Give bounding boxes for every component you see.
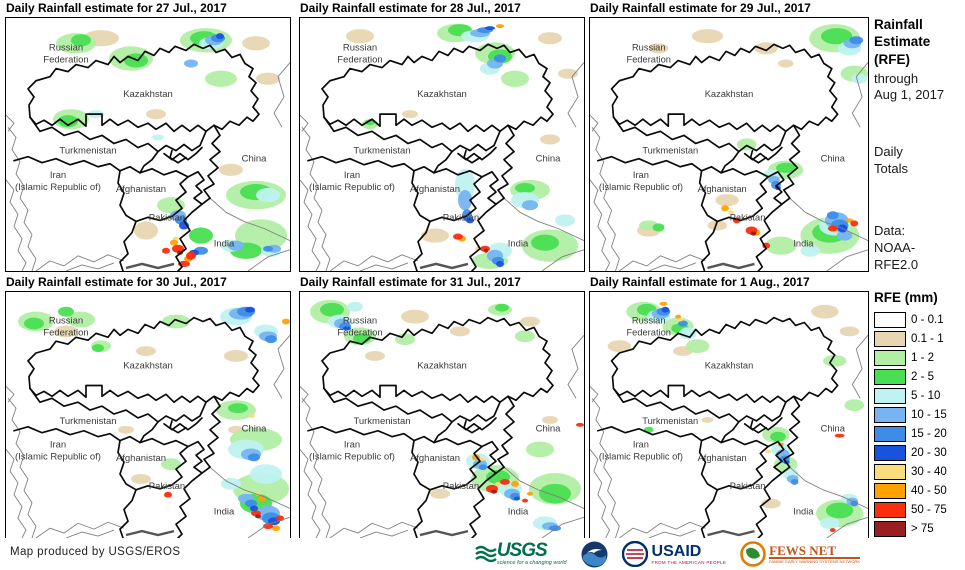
legend-swatch: [874, 425, 906, 442]
legend-title: RFE (mm): [874, 290, 938, 305]
noaa-seal-icon: [581, 541, 608, 567]
legend-swatch: [874, 387, 906, 404]
map-panel-31jul: Daily Rainfall estimate for 31 Jul., 201…: [299, 275, 585, 539]
panel-title: Daily Rainfall estimate for 30 Jul., 201…: [6, 275, 227, 289]
legend-item: > 75: [874, 519, 965, 538]
fewsnet-globe-icon: [740, 541, 766, 567]
usaid-tagline: FROM THE AMERICAN PEOPLE: [651, 559, 727, 565]
legend-label: 50 - 75: [911, 503, 947, 516]
legend-swatch: [874, 463, 906, 480]
legend-item: 10 - 15: [874, 405, 965, 424]
usaid-wordmark: USAID: [651, 542, 702, 560]
map-credit: Map produced by USGS/EROS: [10, 546, 181, 558]
map-canvas[interactable]: [5, 291, 291, 539]
legend-item: 2 - 5: [874, 367, 965, 386]
legend-item: 0 - 0.1: [874, 310, 965, 329]
legend-swatch: [874, 330, 906, 347]
panel-title: Daily Rainfall estimate for 28 Jul., 201…: [300, 1, 521, 15]
legend: RFE (mm) 0 - 0.1 0.1 - 1 1 - 2 2 - 5 5 - 10 1…: [874, 290, 965, 557]
legend-swatch: [874, 311, 906, 328]
legend-swatch: [874, 520, 906, 537]
sidebar-data-source: Data: NOAA- RFE2.0: [874, 223, 919, 272]
panel-title: Daily Rainfall estimate for 29 Jul., 201…: [590, 1, 811, 15]
legend-label: 1 - 2: [911, 351, 935, 364]
noaa-logo[interactable]: [581, 541, 608, 568]
usgs-waves-icon: [475, 545, 497, 563]
legend-swatch: [874, 482, 906, 499]
sidebar-heading: Rainfall Estimate (RFE): [874, 17, 931, 67]
map-panel-28jul: Daily Rainfall estimate for 28 Jul., 201…: [299, 1, 585, 272]
usaid-seal-icon: [621, 541, 648, 567]
map-canvas[interactable]: [299, 291, 585, 539]
logo-strip: USGS science for a changing world USAID …: [475, 539, 860, 569]
legend-item: 0.1 - 1: [874, 329, 965, 348]
legend-label: > 75: [911, 522, 934, 535]
usgs-wordmark: USGS: [496, 540, 548, 562]
legend-swatch: [874, 444, 906, 461]
sidebar-through-date: through Aug 1, 2017: [874, 70, 945, 103]
footer: Map produced by USGS/EROS USGS science f…: [0, 538, 965, 570]
sidebar-period: Daily Totals: [874, 144, 908, 176]
legend-swatch: [874, 501, 906, 518]
map-canvas[interactable]: [589, 291, 869, 539]
legend-label: 2 - 5: [911, 370, 935, 383]
legend-label: 40 - 50: [911, 484, 947, 497]
map-panel-29jul: Daily Rainfall estimate for 29 Jul., 201…: [589, 1, 869, 272]
usgs-logo[interactable]: USGS science for a changing world: [475, 540, 567, 566]
legend-label: 5 - 10: [911, 389, 941, 402]
legend-label: 15 - 20: [911, 427, 947, 440]
sidebar: Rainfall Estimate (RFE) through Aug 1, 2…: [874, 16, 964, 273]
fewsnet-logo[interactable]: FEWS NET FAMINE EARLY WARNING SYSTEMS NE…: [740, 541, 860, 567]
legend-label: 20 - 30: [911, 446, 947, 459]
map-canvas[interactable]: [5, 17, 291, 272]
map-panel-30jul: Daily Rainfall estimate for 30 Jul., 201…: [5, 275, 291, 539]
panel-title: Daily Rainfall estimate for 31 Jul., 201…: [300, 275, 521, 289]
fewsnet-tagline: FAMINE EARLY WARNING SYSTEMS NETWORK: [769, 559, 860, 565]
map-panel-1aug: Daily Rainfall estimate for 1 Aug., 2017: [589, 275, 869, 539]
legend-label: 30 - 40: [911, 465, 947, 478]
legend-item: 15 - 20: [874, 424, 965, 443]
legend-label: 10 - 15: [911, 408, 947, 421]
fewsnet-wordmark: FEWS NET: [769, 544, 860, 560]
panel-title: Daily Rainfall estimate for 1 Aug., 2017: [590, 275, 810, 289]
legend-swatch: [874, 406, 906, 423]
legend-item: 20 - 30: [874, 443, 965, 462]
panel-title: Daily Rainfall estimate for 27 Jul., 201…: [6, 1, 227, 15]
map-canvas[interactable]: [299, 17, 585, 272]
legend-swatch: [874, 368, 906, 385]
legend-label: 0 - 0.1: [911, 313, 944, 326]
legend-swatch: [874, 349, 906, 366]
usgs-tagline: science for a changing world: [496, 559, 567, 566]
legend-item: 1 - 2: [874, 348, 965, 367]
legend-item: 5 - 10: [874, 386, 965, 405]
legend-item: 50 - 75: [874, 500, 965, 519]
usaid-logo[interactable]: USAID FROM THE AMERICAN PEOPLE: [621, 541, 727, 567]
legend-item: 30 - 40: [874, 462, 965, 481]
legend-label: 0.1 - 1: [911, 332, 944, 345]
legend-item: 40 - 50: [874, 481, 965, 500]
map-panel-27jul: Daily Rainfall estimate for 27 Jul., 201…: [5, 1, 291, 272]
map-canvas[interactable]: [589, 17, 869, 272]
